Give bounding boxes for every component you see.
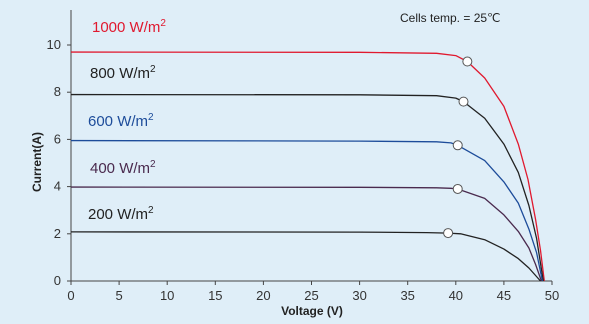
series-label-superscript: 2: [148, 205, 154, 216]
series-label-base: 600 W/m: [88, 113, 148, 130]
y-tick-label: 2: [54, 226, 61, 241]
series-label-base: 800 W/m: [90, 65, 150, 82]
x-tick-label: 0: [67, 288, 74, 303]
series-line: [70, 139, 544, 282]
series-label-superscript: 2: [150, 64, 156, 75]
series-label: 600 W/m2: [88, 112, 154, 130]
series-label: 1000 W/m2: [92, 18, 166, 36]
y-tick-label: 8: [54, 84, 61, 99]
temperature-note: Cells temp. = 25℃: [400, 11, 501, 25]
curves: [70, 51, 545, 282]
y-tick-label: 0: [54, 273, 61, 288]
series-label-base: 400 W/m: [90, 160, 150, 177]
x-tick-label: 35: [400, 288, 414, 303]
series-line: [70, 231, 541, 282]
series-label-superscript: 2: [148, 112, 154, 123]
x-tick-label: 45: [497, 288, 511, 303]
series-label: 200 W/m2: [88, 205, 154, 223]
series-line: [70, 186, 543, 282]
series-label: 800 W/m2: [90, 64, 156, 82]
series-label-superscript: 2: [160, 18, 166, 29]
axes: 0 5 10 15 20 25 30 35 40 45 50 0 2 4 6 8 10: [47, 10, 559, 303]
x-tick-label: 15: [208, 288, 222, 303]
x-tick-label: 40: [449, 288, 463, 303]
series-label: 400 W/m2: [90, 159, 156, 177]
x-tick-label: 10: [160, 288, 174, 303]
max-power-point-marker: [452, 183, 463, 194]
max-power-point-marker: [452, 140, 463, 151]
x-tick-label: 50: [545, 288, 559, 303]
max-power-point-marker: [458, 96, 469, 107]
series-label-superscript: 2: [150, 159, 156, 170]
max-power-point-marker: [462, 56, 473, 67]
y-tick-label: 4: [54, 179, 61, 194]
x-tick-label: 30: [352, 288, 366, 303]
series-line: [70, 51, 545, 282]
y-tick-label: 10: [47, 37, 61, 52]
y-axis-title: Current(A): [30, 132, 44, 192]
series-label-base: 200 W/m: [88, 206, 148, 223]
x-tick-label: 20: [256, 288, 270, 303]
x-tick-label: 5: [115, 288, 122, 303]
series-line: [70, 93, 544, 282]
series-label-base: 1000 W/m: [92, 19, 160, 36]
x-axis-title: Voltage (V): [281, 304, 343, 318]
y-tick-label: 6: [54, 131, 61, 146]
max-power-point-marker: [443, 228, 454, 239]
x-tick-label: 25: [304, 288, 318, 303]
